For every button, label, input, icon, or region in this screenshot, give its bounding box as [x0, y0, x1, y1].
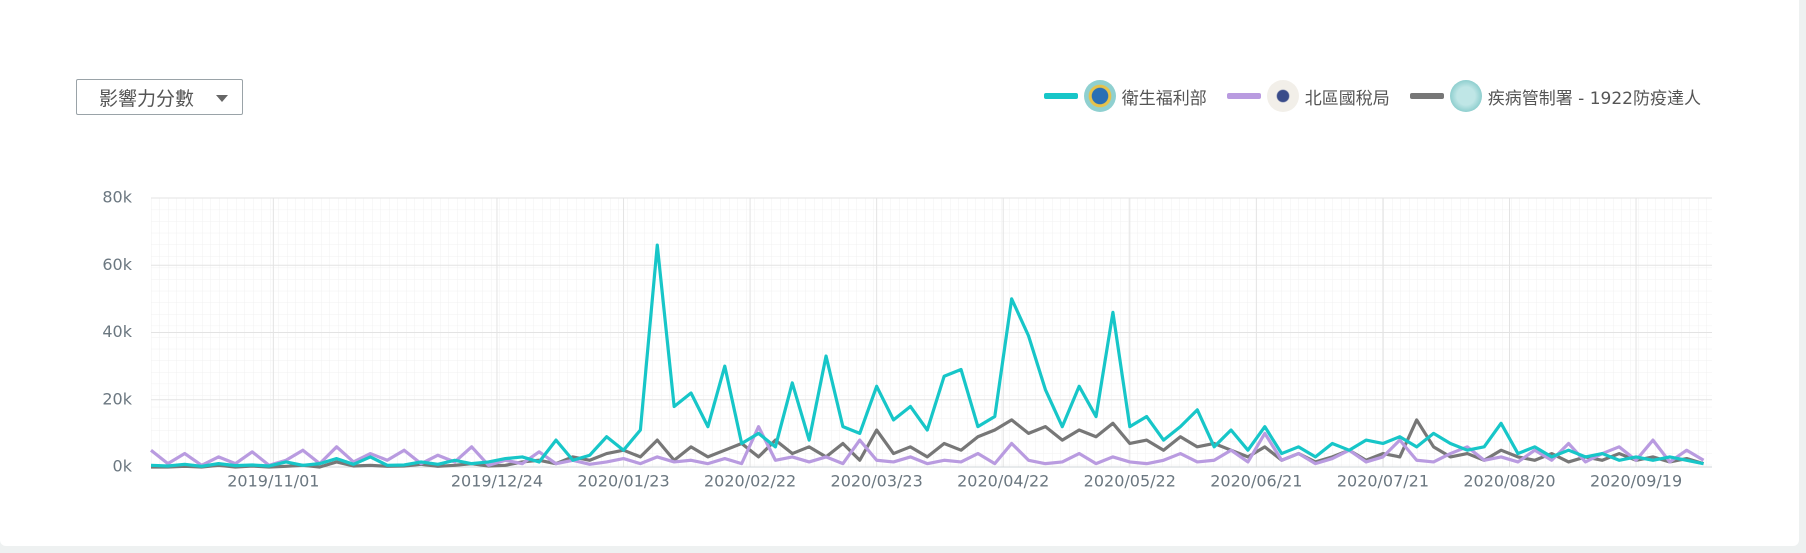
y-tick-label: 0k [113, 457, 133, 476]
legend-avatar [1266, 80, 1299, 112]
y-tick-label: 20k [102, 389, 132, 408]
x-tick-label: 2020/03/23 [831, 472, 923, 491]
series-line [150, 425, 1705, 467]
legend-item[interactable]: 北區國稅局 [1226, 80, 1390, 112]
legend: 衛生福利部 北區國稅局 疾病管制署 - 1922防疫達人 [1043, 80, 1701, 112]
x-tick-label: 2020/07/21 [1337, 472, 1429, 491]
legend-label: 疾病管制署 - 1922防疫達人 [1487, 88, 1701, 109]
legend-swatch [1043, 93, 1078, 99]
legend-avatar [1083, 80, 1116, 112]
x-tick-label: 2020/04/22 [957, 472, 1049, 491]
legend-avatar [1449, 80, 1482, 112]
legend-label: 衛生福利部 [1121, 88, 1207, 109]
legend-swatch [1226, 93, 1261, 99]
legend-swatch [1409, 93, 1444, 99]
x-tick-label: 2020/06/21 [1210, 472, 1302, 491]
series-line [150, 243, 1704, 468]
legend-item[interactable]: 疾病管制署 - 1922防疫達人 [1409, 80, 1701, 112]
y-tick-label: 40k [102, 322, 132, 341]
x-tick-label: 2020/09/19 [1590, 472, 1682, 491]
dropdown-label: 影響力分數 [99, 87, 195, 110]
x-tick-label: 2020/08/20 [1463, 472, 1555, 491]
x-tick-label: 2019/12/24 [451, 472, 543, 491]
x-tick-label: 2020/02/22 [704, 472, 796, 491]
y-tick-label: 60k [102, 255, 132, 274]
x-tick-label: 2019/11/01 [227, 472, 319, 491]
x-tick-label: 2020/01/23 [577, 472, 669, 491]
y-tick-label: 80k [102, 188, 132, 207]
x-tick-label: 2020/05/22 [1084, 472, 1176, 491]
legend-item[interactable]: 衛生福利部 [1043, 80, 1207, 112]
legend-label: 北區國稅局 [1304, 88, 1390, 109]
caret [216, 95, 228, 102]
metric-dropdown[interactable]: 影響力分數 [76, 79, 243, 115]
